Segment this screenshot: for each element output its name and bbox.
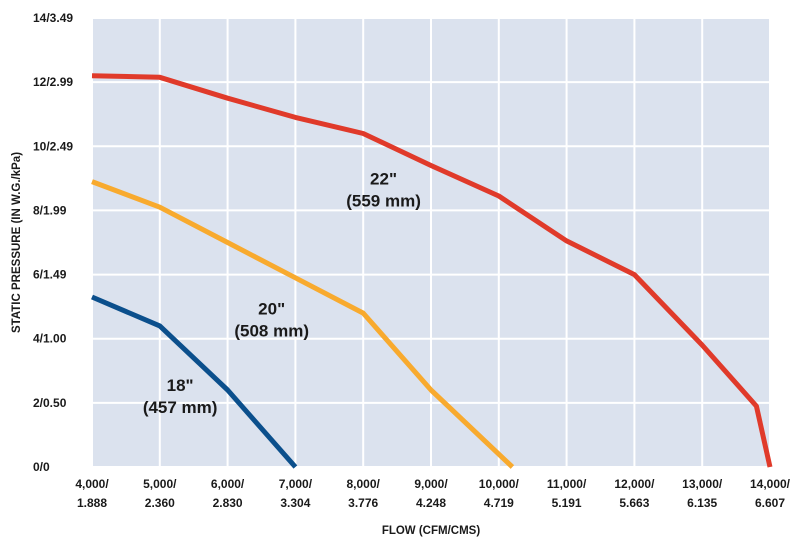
x-tick-label-line2: 4.719 [484, 496, 514, 510]
y-tick-label: 4/1.00 [33, 332, 67, 346]
x-tick-label-line1: 12,000/ [614, 477, 655, 491]
x-axis-title: FLOW (CFM/CMS) [382, 525, 481, 537]
series-line-0 [91, 294, 298, 469]
x-tick-label-line1: 9,000/ [414, 477, 448, 491]
x-tick-label-line1: 8,000/ [347, 477, 381, 491]
y-tick-label: 2/0.50 [33, 396, 67, 410]
x-tick-label-line1: 10,000/ [479, 477, 520, 491]
y-axis-tick-labels: 0/0 2/0.50 4/1.00 6/1.49 8/1.99 10/2.49 12/2.9… [33, 11, 73, 474]
x-tick-label-line2: 6.135 [687, 496, 717, 510]
series-label-metric: (508 mm) [234, 321, 309, 340]
x-tick-label-line2: 4.248 [416, 496, 446, 510]
series-lines [91, 73, 773, 469]
series-label-size: 20" [258, 299, 285, 318]
y-tick-label: 12/2.99 [33, 75, 73, 89]
x-axis-tick-labels: 4,000/1.888 5,000/2.360 6,000/2.830 7,000/3… [75, 477, 790, 510]
x-tick-label-line1: 6,000/ [211, 477, 245, 491]
x-tick-label-line1: 11,000/ [547, 477, 587, 491]
series-label-size: 18" [167, 376, 194, 395]
series-label-metric: (559 mm) [346, 191, 421, 210]
x-tick-label-line2: 1.888 [77, 496, 107, 510]
y-tick-label: 14/3.49 [33, 11, 73, 25]
x-tick-label-line1: 7,000/ [279, 477, 313, 491]
series-labels: 18" (457 mm) 20" (508 mm) 22" (559 mm) [143, 169, 421, 417]
series-line-2 [91, 73, 773, 468]
y-tick-label: 6/1.49 [33, 268, 67, 282]
x-tick-label-line2: 6.607 [755, 496, 785, 510]
series-label-size: 22" [370, 169, 397, 188]
y-tick-label: 8/1.99 [33, 203, 67, 217]
y-axis-title: STATIC PRESSURE (IN W.G./kPa) [11, 152, 23, 333]
x-tick-label-line1: 13,000/ [682, 477, 723, 491]
x-tick-label-line1: 5,000/ [143, 477, 177, 491]
x-tick-label-line2: 2.830 [213, 496, 243, 510]
x-tick-label-line2: 5.191 [552, 496, 582, 510]
x-tick-label-line2: 3.776 [348, 496, 378, 510]
x-tick-label-line1: 14,000/ [750, 477, 790, 491]
x-tick-label-line1: 4,000/ [75, 477, 109, 491]
y-tick-label: 0/0 [33, 460, 50, 474]
y-tick-label: 10/2.49 [33, 139, 73, 153]
grid-lines [91, 17, 771, 468]
x-tick-label-line2: 3.304 [280, 496, 310, 510]
series-line-1 [91, 179, 515, 469]
x-tick-label-line2: 2.360 [145, 496, 175, 510]
series-label-metric: (457 mm) [143, 398, 218, 417]
x-tick-label-line2: 5.663 [619, 496, 649, 510]
